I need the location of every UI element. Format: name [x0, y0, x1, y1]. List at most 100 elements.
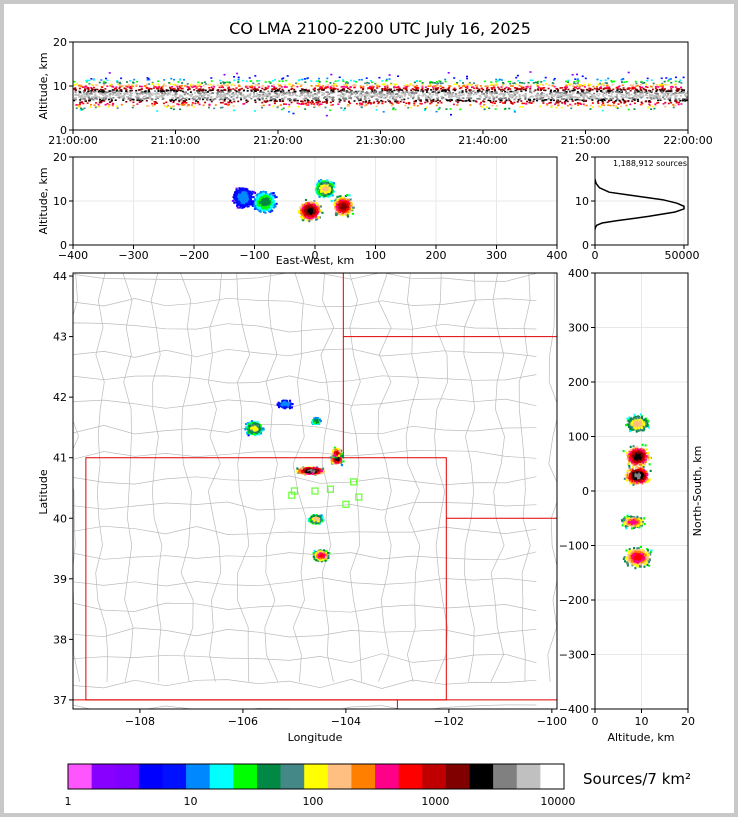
- time-height-cell: [453, 83, 456, 85]
- time-height-cell: [680, 82, 683, 84]
- time-height-cell: [236, 72, 239, 75]
- time-height-cell: [551, 93, 554, 96]
- time-height-cell: [145, 99, 148, 102]
- time-height-cell: [424, 86, 427, 88]
- time-height-cell: [483, 80, 486, 83]
- time-height-cell: [296, 85, 299, 88]
- time-height-cell: [290, 101, 293, 104]
- ew-cell: [336, 199, 339, 202]
- time-height-cell: [471, 83, 474, 86]
- time-height-cell: [330, 96, 333, 99]
- time-height-cell: [415, 84, 418, 87]
- time-height-cell: [535, 84, 538, 86]
- time-height-cell: [548, 102, 551, 104]
- time-height-cell: [313, 88, 316, 90]
- time-height-cell: [420, 100, 422, 102]
- time-height-cell: [105, 77, 107, 80]
- ew-cell: [269, 200, 272, 203]
- time-height-cell: [154, 98, 157, 101]
- ew-cell: [313, 200, 316, 203]
- ew-cell: [307, 217, 310, 220]
- time-height-cell: [252, 88, 255, 90]
- time-height-cell: [79, 104, 81, 106]
- ew-cell: [302, 210, 305, 213]
- ew-cell: [317, 208, 320, 211]
- time-height-cell: [670, 101, 673, 104]
- time-height-cell: [354, 84, 357, 86]
- time-height-cell: [191, 104, 193, 106]
- time-height-cell: [223, 98, 226, 101]
- time-height-cell: [516, 92, 519, 95]
- time-height-cell: [95, 98, 98, 100]
- time-height-cell: [102, 91, 105, 93]
- time-height-cell: [228, 94, 231, 97]
- time-height-cell: [413, 89, 416, 91]
- time-height-cell: [240, 87, 243, 90]
- time-height-cell: [366, 84, 369, 86]
- ew-cell: [312, 216, 315, 219]
- time-height-cell: [610, 93, 613, 95]
- time-height-cell: [587, 84, 590, 87]
- time-height-cell: [565, 80, 567, 83]
- time-height-cell: [232, 98, 235, 100]
- time-height-cell: [635, 82, 638, 85]
- time-height-cell: [643, 82, 646, 84]
- time-height-cell: [85, 95, 88, 97]
- time-height-cell: [514, 92, 517, 95]
- ew-cell: [264, 198, 267, 201]
- time-height-cell: [343, 100, 346, 102]
- time-height-cell: [573, 89, 576, 91]
- time-height-cell: [465, 99, 468, 102]
- time-height-cell: [485, 94, 488, 96]
- time-height-cell: [198, 98, 201, 101]
- time-height-cell: [381, 80, 384, 82]
- time-height-cell: [631, 86, 634, 89]
- time-height-cell: [545, 99, 548, 101]
- time-height-cell: [621, 78, 624, 80]
- time-height-cell: [195, 100, 198, 102]
- time-height-cell: [153, 85, 155, 87]
- time-height-cell: [209, 93, 212, 95]
- time-height-cell: [389, 92, 392, 94]
- ew-cell: [274, 196, 277, 199]
- time-height-cell: [636, 91, 639, 93]
- time-height-cell: [414, 89, 417, 92]
- time-height-cell: [245, 86, 247, 88]
- time-height-cell: [94, 94, 97, 96]
- time-height-cell: [325, 91, 328, 93]
- time-height-cell: [342, 79, 344, 81]
- time-height-cell: [639, 93, 642, 96]
- time-height-cell: [416, 105, 419, 107]
- time-height-cell: [583, 95, 586, 97]
- time-height-cell: [398, 87, 401, 90]
- time-height-cell: [227, 98, 230, 100]
- time-height-cell: [178, 85, 181, 88]
- time-height-cell: [623, 89, 626, 91]
- time-height-cell: [193, 89, 196, 91]
- time-height-cell: [629, 103, 632, 106]
- time-height-cell: [138, 99, 141, 102]
- time-height-cell: [481, 92, 483, 95]
- time-height-cell: [184, 97, 186, 100]
- time-height-cell: [154, 103, 156, 105]
- time-height-cell: [677, 101, 680, 104]
- time-height-cell: [261, 101, 264, 104]
- time-height-cell: [303, 91, 306, 94]
- time-height-cell: [146, 83, 148, 86]
- time-height-cell: [393, 86, 396, 89]
- time-height-cell: [214, 104, 217, 106]
- time-height-cell: [343, 89, 345, 91]
- time-height-cell: [611, 81, 614, 83]
- time-height-cell: [176, 84, 179, 87]
- time-height-cell: [681, 89, 684, 91]
- time-height-cell: [104, 98, 107, 101]
- time-height-cell: [169, 87, 172, 89]
- time-height-cell: [665, 96, 668, 98]
- time-height-cell: [198, 88, 201, 90]
- time-height-cell: [406, 91, 409, 94]
- time-height-cell: [663, 98, 666, 100]
- time-height-cell: [361, 90, 364, 93]
- time-height-cell: [274, 102, 276, 105]
- ew-cell: [253, 206, 257, 209]
- time-height-cell: [80, 107, 83, 110]
